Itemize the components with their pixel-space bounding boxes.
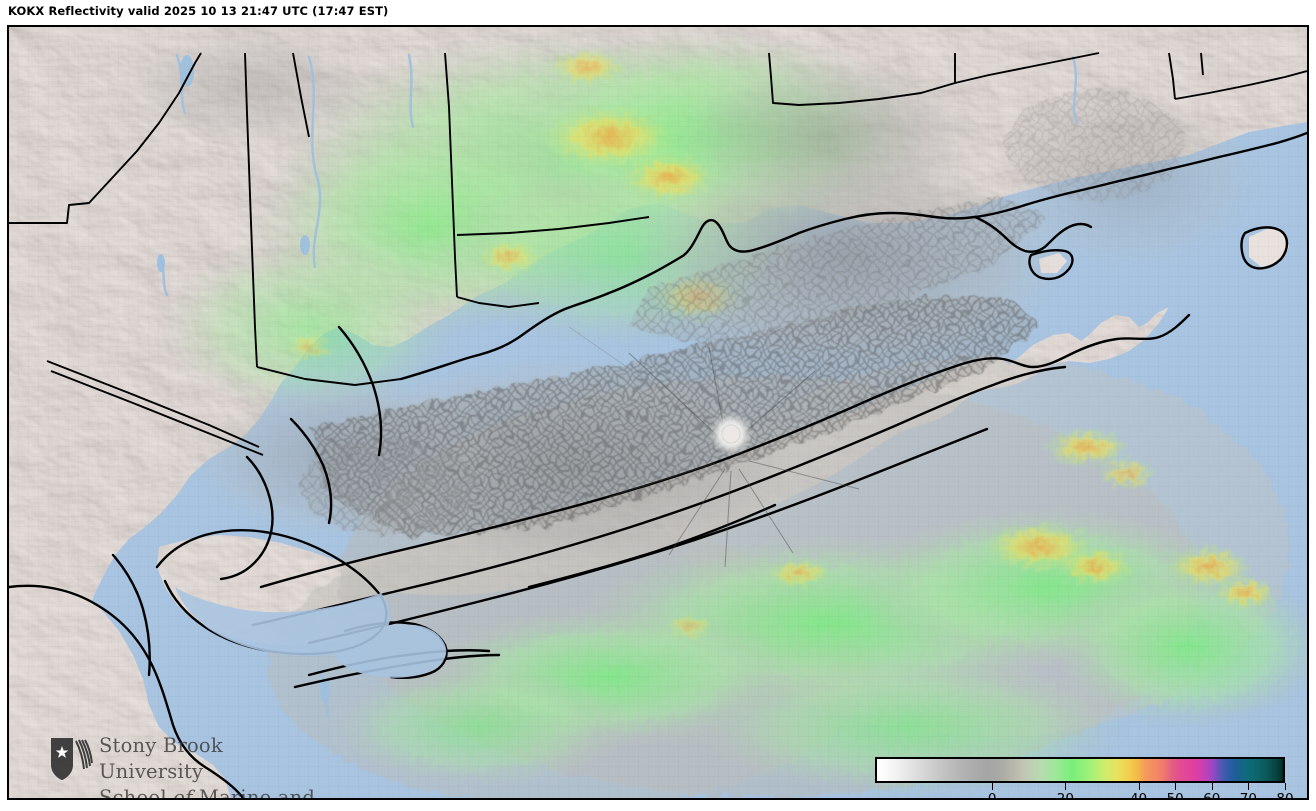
colorbar-label-60: 60 [1203, 791, 1221, 800]
reflectivity-colorbar: 0 20 40 50 60 70 80 [875, 757, 1295, 800]
radar-map-frame[interactable]: Stony Brook University School of Marine … [7, 25, 1309, 800]
colorbar-label-50: 50 [1166, 791, 1184, 800]
colorbar-tick-60 [1211, 783, 1213, 790]
colorbar-tick-70 [1248, 783, 1250, 790]
colorbar-tick-50 [1175, 783, 1177, 790]
colorbar-tick-80 [1285, 783, 1286, 790]
colorbar-gradient [875, 757, 1285, 783]
colorbar-tick-20 [1065, 783, 1067, 790]
map-svg [9, 27, 1307, 798]
colorbar-label-70: 70 [1239, 791, 1257, 800]
radar-map-canvas[interactable]: Stony Brook University School of Marine … [9, 27, 1307, 798]
colorbar-label-20: 20 [1056, 791, 1074, 800]
page-title: KOKX Reflectivity valid 2025 10 13 21:47… [8, 4, 389, 18]
colorbar-label-0: 0 [987, 791, 997, 800]
colorbar-tick-40 [1138, 783, 1140, 790]
colorbar-label-40: 40 [1129, 791, 1148, 800]
colorbar-tick-0 [992, 783, 994, 790]
colorbar-label-80: 80 [1276, 791, 1294, 800]
